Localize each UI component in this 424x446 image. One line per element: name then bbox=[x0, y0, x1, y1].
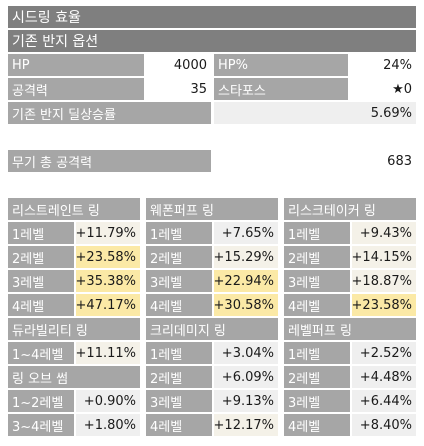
crit-damage-level-3: 3레벨 bbox=[146, 390, 212, 412]
starforce-value[interactable]: ★0 bbox=[350, 78, 416, 100]
attack-value[interactable]: 35 bbox=[145, 78, 211, 100]
durability-ring-header: 듀라빌리티 링 bbox=[8, 318, 140, 340]
weapon-puff-level-2: 2레벨 bbox=[146, 246, 212, 268]
risk-taker-value-1: +9.43% bbox=[352, 222, 416, 244]
hp-percent-label: HP% bbox=[214, 54, 348, 76]
level-puff-level-4: 4레벨 bbox=[284, 414, 350, 436]
risk-taker-level-4: 4레벨 bbox=[284, 294, 350, 316]
weapon-puff-value-2: +15.29% bbox=[214, 246, 278, 268]
level-puff-value-3: +6.44% bbox=[352, 390, 416, 412]
crit-damage-value-1: +3.04% bbox=[214, 342, 278, 364]
level-puff-value-1: +2.52% bbox=[352, 342, 416, 364]
restraint-ring-header: 리스트레인트 링 bbox=[8, 198, 140, 220]
restraint-value-1: +11.79% bbox=[76, 222, 140, 244]
crit-damage-level-2: 2레벨 bbox=[146, 366, 212, 388]
level-puff-level-2: 2레벨 bbox=[284, 366, 350, 388]
crit-damage-ring-header: 크리데미지 링 bbox=[146, 318, 278, 340]
hp-label: HP bbox=[8, 54, 144, 76]
crit-damage-level-1: 1레벨 bbox=[146, 342, 212, 364]
weapon-attack-label: 무기 총 공격력 bbox=[8, 150, 211, 172]
ring-of-sum-level-1: 1~2레벨 bbox=[8, 390, 74, 412]
restraint-level-3: 3레벨 bbox=[8, 270, 74, 292]
sheet-title: 시드링 효율 bbox=[8, 6, 416, 28]
restraint-value-2: +23.58% bbox=[76, 246, 140, 268]
weapon-puff-level-4: 4레벨 bbox=[146, 294, 212, 316]
attack-label: 공격력 bbox=[8, 78, 144, 100]
durability-level-1: 1~4레벨 bbox=[8, 342, 74, 364]
risk-taker-ring-header: 리스크테이커 링 bbox=[284, 198, 416, 220]
weapon-attack-value[interactable]: 683 bbox=[214, 150, 416, 172]
level-puff-level-1: 1레벨 bbox=[284, 342, 350, 364]
weapon-puff-value-3: +22.94% bbox=[214, 270, 278, 292]
weapon-puff-level-3: 3레벨 bbox=[146, 270, 212, 292]
ring-of-sum-level-2: 3~4레벨 bbox=[8, 414, 74, 436]
hp-value[interactable]: 4000 bbox=[145, 54, 211, 76]
restraint-level-1: 1레벨 bbox=[8, 222, 74, 244]
restraint-value-4: +47.17% bbox=[76, 294, 140, 316]
base-ring-header: 기존 반지 옵션 bbox=[8, 30, 416, 52]
weapon-puff-value-1: +7.65% bbox=[214, 222, 278, 244]
crit-damage-value-3: +9.13% bbox=[214, 390, 278, 412]
level-puff-ring-header: 레벨퍼프 링 bbox=[284, 318, 416, 340]
crit-damage-value-2: +6.09% bbox=[214, 366, 278, 388]
base-damage-rate-value: 5.69% bbox=[214, 102, 416, 124]
restraint-level-2: 2레벨 bbox=[8, 246, 74, 268]
risk-taker-value-3: +18.87% bbox=[352, 270, 416, 292]
hp-percent-value[interactable]: 24% bbox=[350, 54, 416, 76]
base-damage-rate-label: 기존 반지 딜상승률 bbox=[8, 102, 211, 124]
starforce-label: 스타포스 bbox=[214, 78, 348, 100]
restraint-value-3: +35.38% bbox=[76, 270, 140, 292]
restraint-level-4: 4레벨 bbox=[8, 294, 74, 316]
risk-taker-level-3: 3레벨 bbox=[284, 270, 350, 292]
risk-taker-level-1: 1레벨 bbox=[284, 222, 350, 244]
crit-damage-level-4: 4레벨 bbox=[146, 414, 212, 436]
risk-taker-value-2: +14.15% bbox=[352, 246, 416, 268]
level-puff-value-2: +4.48% bbox=[352, 366, 416, 388]
weapon-puff-value-4: +30.58% bbox=[214, 294, 278, 316]
level-puff-level-3: 3레벨 bbox=[284, 390, 350, 412]
ring-of-sum-header: 링 오브 썸 bbox=[8, 366, 140, 388]
weapon-puff-level-1: 1레벨 bbox=[146, 222, 212, 244]
level-puff-value-4: +8.40% bbox=[352, 414, 416, 436]
risk-taker-level-2: 2레벨 bbox=[284, 246, 350, 268]
ring-of-sum-value-1: +0.90% bbox=[76, 390, 140, 412]
durability-value-1: +11.11% bbox=[76, 342, 140, 364]
ring-of-sum-value-2: +1.80% bbox=[76, 414, 140, 436]
risk-taker-value-4: +23.58% bbox=[352, 294, 416, 316]
crit-damage-value-4: +12.17% bbox=[214, 414, 278, 436]
weapon-puff-ring-header: 웨폰퍼프 링 bbox=[146, 198, 278, 220]
